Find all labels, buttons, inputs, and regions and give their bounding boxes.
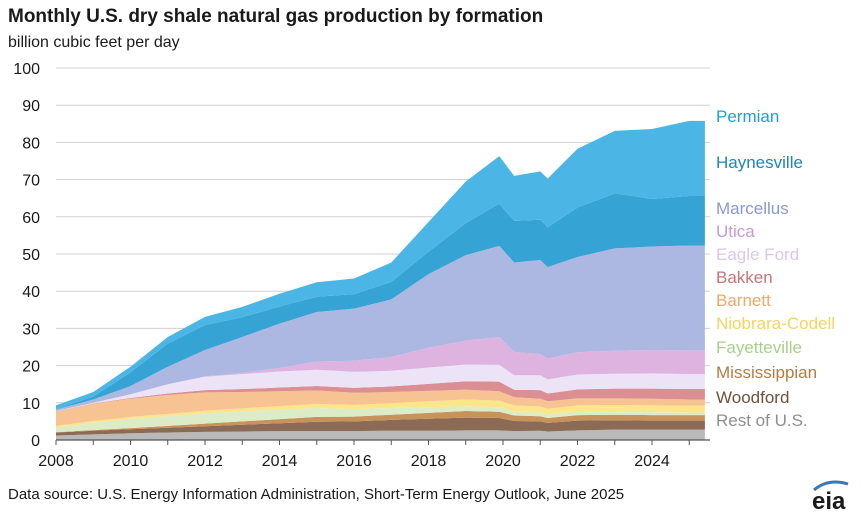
legend-label-utica: Utica (716, 222, 755, 241)
x-tick-label: 2014 (262, 453, 298, 470)
y-tick-label: 10 (22, 396, 40, 413)
legend-label-niobrara-codell: Niobrara-Codell (716, 314, 835, 333)
legend-label-marcellus: Marcellus (716, 199, 789, 218)
legend-label-eagle-ford: Eagle Ford (716, 245, 799, 264)
stacked-area-chart: 0 10 20 30 40 50 60 70 80 90 100 2008 2010 2012 2014 20… (13, 61, 835, 470)
legend-label-fayetteville: Fayetteville (716, 338, 802, 357)
area-mississippian (56, 410, 705, 433)
area-bakken (56, 381, 705, 412)
y-tick-label: 90 (22, 98, 40, 115)
legend-label-haynesville: Haynesville (716, 153, 803, 172)
area-woodford (56, 417, 705, 436)
x-tick-label: 2020 (485, 453, 521, 470)
x-tick-label: 2018 (411, 453, 447, 470)
area-permian (56, 120, 705, 410)
area-barnett (56, 389, 705, 426)
y-tick-label: 40 (22, 284, 40, 301)
y-tick-label: 70 (22, 173, 40, 190)
x-tick-label: 2022 (560, 453, 596, 470)
area-haynesville (56, 193, 705, 410)
y-tick-label: 30 (22, 321, 40, 338)
y-axis-unit-label: billion cubic feet per day (8, 34, 180, 51)
x-tick-label: 2010 (113, 453, 149, 470)
y-tick-label: 20 (22, 359, 40, 376)
area-series-group (56, 120, 705, 440)
area-marcellus (56, 245, 705, 411)
x-tick-label: 2024 (634, 453, 670, 470)
x-tick-label: 2012 (187, 453, 223, 470)
legend-label-woodford: Woodford (716, 388, 789, 407)
y-tick-label: 80 (22, 135, 40, 152)
y-tick-label: 100 (13, 61, 40, 78)
legend-label-mississippian: Mississippian (716, 363, 817, 382)
chart-title: Monthly U.S. dry shale natural gas produ… (8, 6, 544, 27)
area-eagle-ford (56, 364, 705, 412)
eia-logo-icon: eia (812, 480, 849, 514)
area-rest-of-u-s- (56, 429, 705, 440)
data-source-note: Data source: U.S. Energy Information Adm… (8, 486, 625, 503)
y-tick-label: 60 (22, 210, 40, 227)
area-fayetteville (56, 406, 705, 433)
legend: Permian Haynesville Marcellus Utica Eagle Fo… (716, 107, 835, 430)
y-tick-label: 50 (22, 247, 40, 264)
y-tick-label: 0 (31, 433, 40, 450)
area-utica (56, 336, 705, 411)
legend-label-barnett: Barnett (716, 291, 771, 310)
legend-label-bakken: Bakken (716, 268, 773, 287)
svg-text:eia: eia (812, 488, 846, 514)
axes: 0 10 20 30 40 50 60 70 80 90 100 2008 2010 2012 2014 20… (13, 61, 710, 470)
x-tick-label: 2008 (38, 453, 74, 470)
legend-label-permian: Permian (716, 107, 779, 126)
legend-label-rest-of-u-s-: Rest of U.S. (716, 411, 808, 430)
x-tick-label: 2016 (336, 453, 372, 470)
area-niobrara-codell (56, 399, 705, 428)
